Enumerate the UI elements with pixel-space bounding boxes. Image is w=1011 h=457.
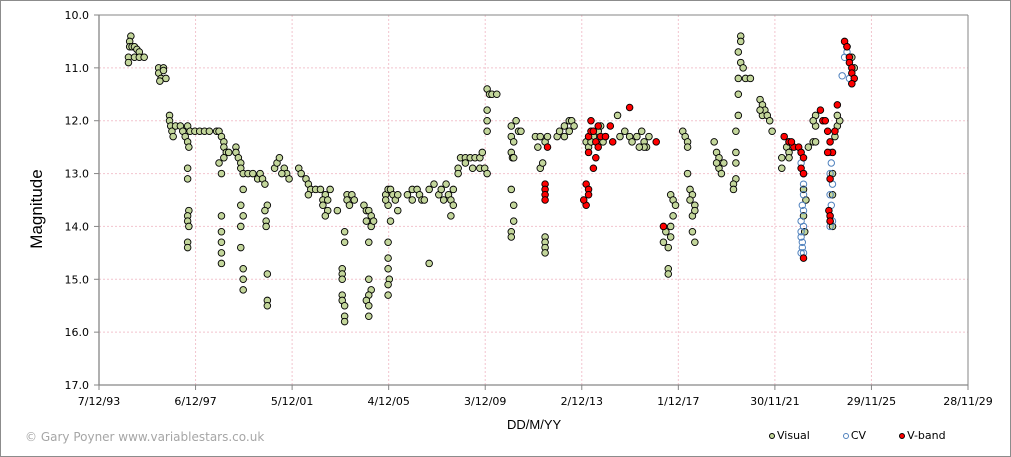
legend-label-vband: V-band bbox=[907, 429, 946, 442]
x-tick-label: 7/12/93 bbox=[78, 395, 120, 408]
vband-marker-icon bbox=[899, 432, 906, 439]
legend: Visual CV V-band bbox=[769, 429, 979, 442]
y-tick-label: 15.0 bbox=[65, 273, 90, 286]
visual-marker-icon bbox=[769, 432, 775, 439]
x-tick-label: 4/12/05 bbox=[367, 395, 409, 408]
series-visual bbox=[124, 32, 858, 326]
x-tick-label: 3/12/09 bbox=[464, 395, 506, 408]
x-tick-label: 5/12/01 bbox=[271, 395, 313, 408]
x-tick-label: 6/12/97 bbox=[174, 395, 216, 408]
y-tick-label: 13.0 bbox=[65, 168, 90, 181]
copyright-credit: © Gary Poyner www.variablestars.co.uk bbox=[25, 430, 265, 444]
y-tick-label: 10.0 bbox=[65, 9, 90, 22]
y-tick-label: 12.0 bbox=[65, 115, 90, 128]
cv-marker-icon bbox=[842, 432, 849, 439]
x-tick-label: 1/12/17 bbox=[657, 395, 699, 408]
x-tick-label: 30/11/21 bbox=[750, 395, 799, 408]
x-axis-label: DD/M/YY bbox=[507, 417, 562, 432]
x-tick-label: 29/11/25 bbox=[847, 395, 896, 408]
y-tick-label: 11.0 bbox=[65, 62, 90, 75]
legend-item-vband: V-band bbox=[899, 429, 946, 442]
x-tick-label: 2/12/13 bbox=[561, 395, 603, 408]
legend-label-cv: CV bbox=[850, 429, 867, 442]
legend-item-cv: CV bbox=[842, 429, 867, 442]
y-axis-title: Magnitude bbox=[27, 169, 46, 249]
gridlines bbox=[99, 15, 969, 385]
y-tick-label: 16.0 bbox=[65, 326, 90, 339]
legend-label-visual: Visual bbox=[777, 429, 810, 442]
x-tick-label: 28/11/29 bbox=[943, 395, 992, 408]
legend-item-visual: Visual bbox=[769, 429, 810, 442]
y-axis-label: Magnitude bbox=[15, 161, 55, 261]
y-tick-label: 14.0 bbox=[65, 220, 90, 233]
series-v-band bbox=[541, 37, 858, 262]
y-tick-label: 17.0 bbox=[65, 379, 90, 392]
